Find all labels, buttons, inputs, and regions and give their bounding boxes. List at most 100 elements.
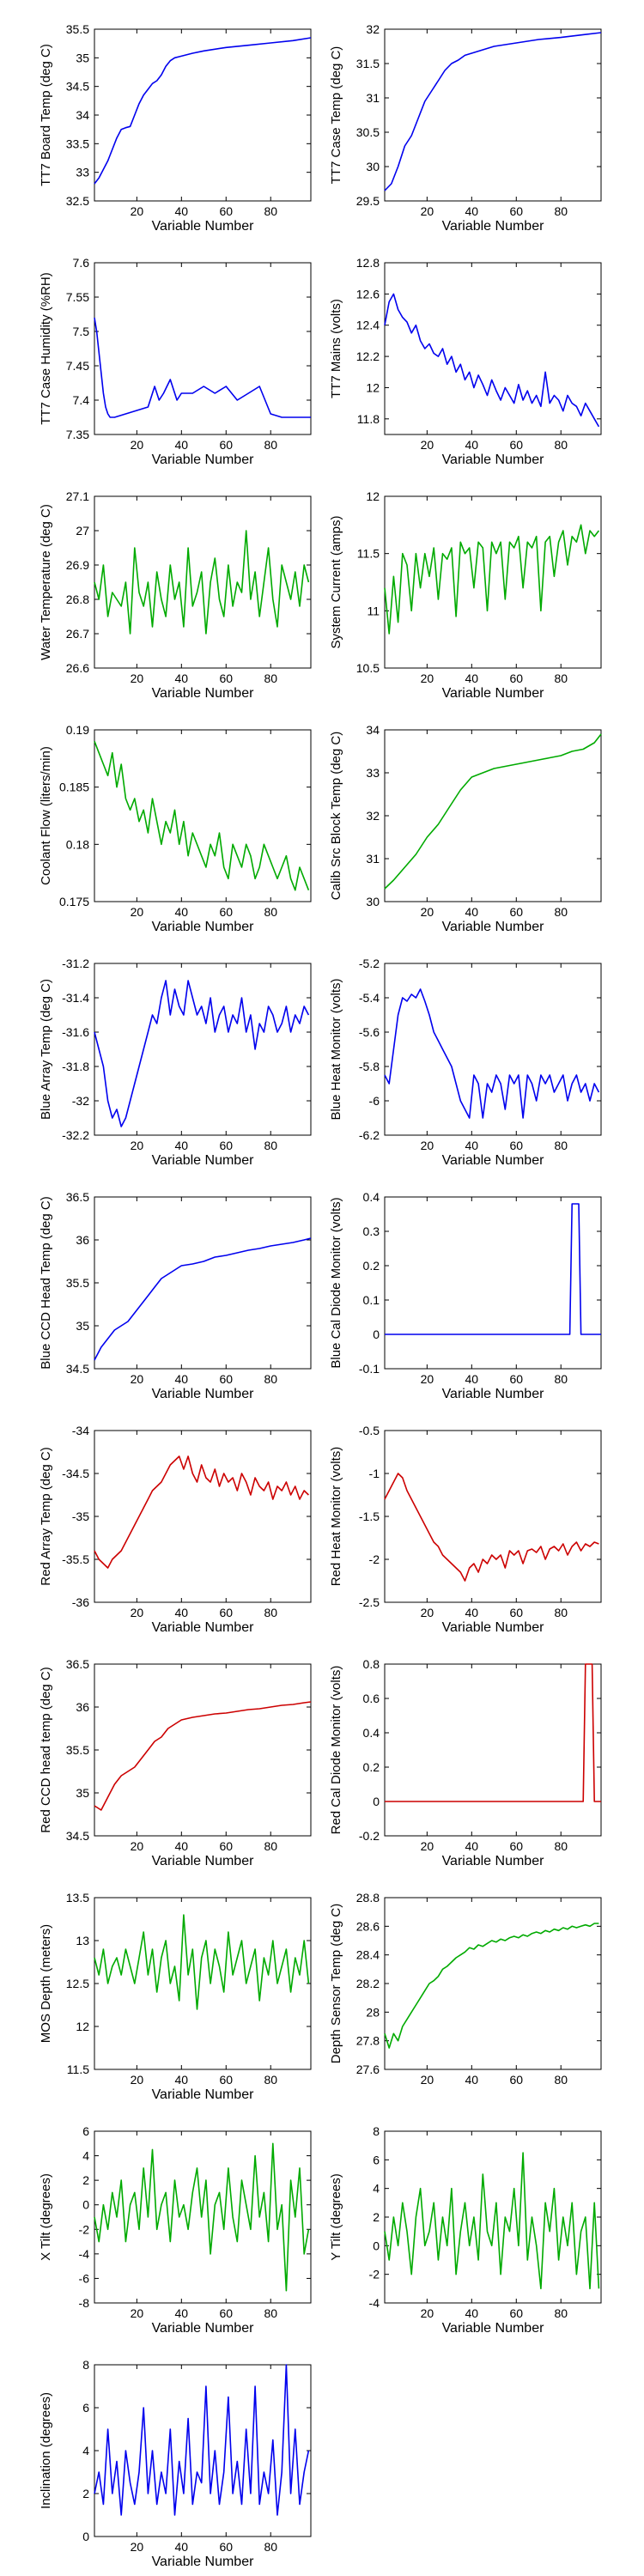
x-axis-label: Variable Number [152,920,255,934]
x-axis-label: Variable Number [442,2321,545,2336]
y-tick-label: 27.6 [356,2063,380,2076]
y-tick-label: 27 [76,524,89,538]
x-tick-label: 80 [554,2306,568,2320]
x-tick-label: 60 [509,1839,523,1853]
x-tick-label: 60 [219,905,233,919]
y-tick-label: 12 [76,2020,89,2033]
y-tick-label: -6 [79,2271,90,2285]
y-tick-label: 0.1 [363,1293,380,1307]
x-tick-label: 20 [131,2073,144,2087]
x-tick-label: 60 [509,2073,523,2087]
x-tick-label: 80 [554,1606,568,1619]
x-tick-label: 60 [509,438,523,452]
x-tick-label: 20 [131,1606,144,1619]
y-tick-label: -2.5 [359,1595,380,1609]
y-tick-label: 0.3 [363,1224,380,1238]
x-tick-label: 40 [465,671,479,685]
series-line [94,1455,309,1569]
x-tick-label: 40 [465,905,479,919]
x-tick-label: 40 [465,1839,479,1853]
y-axis-label: Blue Heat Monitor (volts) [329,978,343,1120]
y-tick-label: -4 [369,2296,380,2310]
chart-panel: 20 40 60 80 30 31 32 33 34 Variable Number Calib S… [329,723,602,934]
chart-panel: 20 40 60 80 -2.5 -2 -1.5 -1 -0.5 Variable Number R… [329,1424,602,1635]
x-tick-label: 40 [175,1839,189,1853]
chart-panel: 20 40 60 80 -36 -35.5 -35 -34.5 -34 Variable Numb… [39,1424,312,1635]
x-tick-label: 40 [465,2073,479,2087]
chart-panel: 20 40 60 80 27.6 27.8 28 28.2 28.4 28.6 28.8 Depth … [329,1891,602,2087]
y-tick-label: 12 [366,380,380,394]
y-tick-label: 28.6 [356,1919,380,1933]
series-line [385,1663,601,1802]
y-tick-label: 6 [82,2401,89,2415]
chart-panel: 20 40 60 80 7.35 7.4 7.45 7.5 7.55 7.6 Variable Nu… [39,256,312,467]
x-tick-label: 80 [264,1139,277,1152]
plot-frame [384,495,602,669]
x-axis-label: Variable Number [442,1620,545,1635]
y-tick-label: 7.5 [73,325,90,338]
plot-frame [384,262,602,435]
series-line [384,988,600,1119]
x-tick-label: 20 [421,1606,434,1619]
y-tick-label: 35 [76,1319,89,1333]
y-tick-label: -5.8 [359,1060,380,1073]
y-tick-label: 2 [82,2173,89,2187]
y-tick-label: 11.5 [357,547,380,561]
x-tick-label: 20 [421,671,434,685]
y-tick-label: -0.1 [359,1362,380,1376]
x-axis-label: Variable Number [442,686,545,701]
x-tick-label: 60 [219,2073,233,2087]
x-tick-label: 80 [554,905,568,919]
plot-frame [384,1196,602,1370]
plot-frame [94,2130,312,2304]
y-tick-label: 30.5 [356,125,380,139]
y-tick-label: 34.5 [66,1829,89,1843]
x-axis-label: Variable Number [152,453,255,467]
y-tick-label: 10.5 [356,661,380,675]
x-tick-label: 80 [554,1372,568,1386]
x-tick-label: 60 [219,1839,233,1853]
y-tick-label: 27.8 [356,2034,380,2048]
chart-panel: 20 40 60 80 -0.2 0 0.2 0.4 0.6 0.8 Variable Number… [329,1657,602,1868]
x-tick-label: 20 [421,1839,434,1853]
x-tick-label: 40 [175,2540,189,2554]
y-axis-label: Depth Sensor Temp (deg C) [329,1904,343,2063]
plot-frame [384,1663,602,1837]
plot-frame [384,1897,602,2070]
y-axis-label: Y Tilt (degrees) [329,2173,343,2260]
chart-panel: 20 40 60 80 11.5 12 12.5 13 13.5 Variable Number M… [39,1891,312,2102]
series-line [94,1701,312,1811]
y-tick-label: 11.8 [357,412,380,426]
series-line [94,1914,310,2010]
x-tick-label: 60 [509,204,523,218]
y-tick-label: -35.5 [62,1552,89,1566]
y-tick-label: 32 [366,809,380,823]
x-tick-label: 20 [421,204,434,218]
y-tick-label: 30 [366,895,380,908]
y-tick-label: 2 [82,2487,89,2500]
y-tick-label: 32 [366,22,380,36]
x-axis-label: Variable Number [442,1387,545,1401]
x-tick-label: 40 [175,2306,189,2320]
x-tick-label: 40 [175,671,189,685]
plot-frame [94,729,312,902]
y-tick-label: 0.6 [363,1692,380,1705]
y-axis-label: Water Temperature (deg C) [39,504,53,660]
x-tick-label: 20 [131,1372,144,1386]
x-axis-label: Variable Number [152,686,255,701]
y-tick-label: 0.2 [363,1259,380,1273]
x-axis-label: Variable Number [442,920,545,934]
x-tick-label: 60 [219,438,233,452]
y-tick-label: 12.5 [66,1977,89,1990]
x-tick-label: 20 [131,1839,144,1853]
x-tick-label: 40 [175,1606,189,1619]
chart-panel: 20 40 60 80 0 2 4 6 8 Variable Number Inclination … [39,2358,312,2569]
chart-panel: 20 40 60 80 -0.1 0 0.1 0.2 0.3 0.4 Variable Number… [329,1190,602,1401]
y-tick-label: 30 [366,160,380,173]
y-tick-label: 0.4 [363,1190,380,1204]
y-axis-label: Blue CCD Head Temp (deg C) [39,1196,53,1369]
y-tick-label: 12.8 [356,256,380,270]
y-tick-label: 12.4 [356,319,380,332]
series-line [384,1473,599,1582]
y-axis-label: Blue Array Temp (deg C) [39,979,53,1120]
